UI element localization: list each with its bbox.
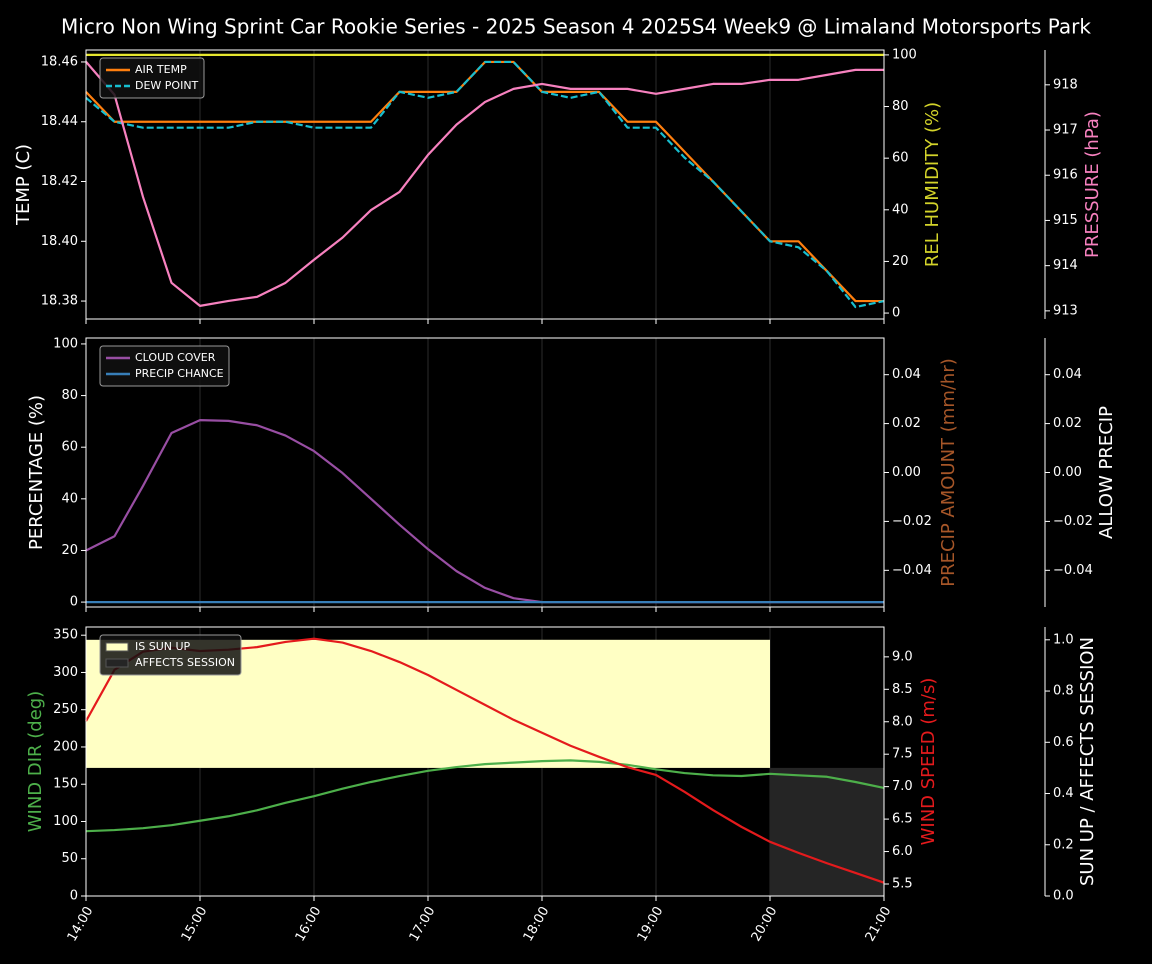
y2-tick-label: 8.0 — [892, 714, 913, 729]
plot-frame — [85, 337, 885, 608]
y3-tick-label: −0.04 — [1053, 563, 1093, 578]
y3-tick-label: 916 — [1053, 168, 1078, 183]
y3-tick-label: 915 — [1053, 213, 1078, 228]
y3-tick-label: 0.8 — [1053, 684, 1074, 699]
legend-box — [99, 634, 242, 676]
series-line — [85, 60, 885, 309]
y-tick-label: 50 — [61, 851, 78, 866]
y-tick-label: 18.38 — [41, 294, 78, 309]
series-line — [85, 61, 884, 307]
y2-tick-label: 100 — [892, 47, 917, 62]
y-tick-label: 100 — [53, 814, 78, 829]
y2-axis-label: REL HUMIDITY (%) — [922, 102, 943, 267]
y3-tick-label: 913 — [1053, 303, 1078, 318]
span-bar — [656, 639, 770, 768]
y3-tick-label: 917 — [1053, 123, 1078, 138]
y-tick-label: 18.46 — [41, 54, 78, 69]
y-tick-label: 100 — [53, 336, 78, 351]
y3-tick-label: 914 — [1053, 258, 1078, 273]
y2-tick-label: 5.5 — [892, 876, 913, 891]
y2-tick-label: 60 — [892, 151, 909, 166]
y-tick-label: 300 — [53, 665, 78, 680]
y-tick-label: 0 — [70, 595, 78, 610]
y-tick-label: 18.40 — [41, 234, 78, 249]
y2-tick-label: 0.04 — [892, 367, 921, 382]
span-bar — [770, 767, 884, 896]
legend-box — [99, 345, 230, 387]
span-bar — [314, 639, 428, 768]
y-axis-label: WIND DIR (deg) — [25, 691, 46, 833]
y2-tick-label: −0.02 — [892, 514, 932, 529]
legend-box — [99, 57, 205, 99]
y2-tick-label: 20 — [892, 254, 909, 269]
y2-tick-label: 7.0 — [892, 779, 913, 794]
y3-tick-label: 0.2 — [1053, 837, 1074, 852]
y2-tick-label: 7.5 — [892, 747, 913, 762]
legend-swatch — [105, 642, 129, 652]
y-tick-label: 200 — [53, 739, 78, 754]
y-tick-label: 18.42 — [41, 174, 78, 189]
y3-tick-label: 0.02 — [1053, 416, 1082, 431]
span-bar — [542, 639, 656, 768]
series-line — [85, 759, 885, 833]
y-tick-label: 80 — [61, 388, 78, 403]
y-tick-label: 20 — [61, 543, 78, 558]
y2-tick-label: 80 — [892, 99, 909, 114]
chart-title: Micro Non Wing Sprint Car Rookie Series … — [61, 15, 1091, 39]
y3-axis-label: SUN UP / AFFECTS SESSION — [1077, 637, 1098, 886]
y2-tick-label: 8.5 — [892, 682, 913, 697]
y2-tick-label: 6.0 — [892, 844, 913, 859]
y-tick-label: 150 — [53, 777, 78, 792]
y2-axis-label: WIND SPEED (m/s) — [918, 678, 939, 846]
plot-frame — [85, 626, 885, 897]
y-tick-label: 18.44 — [41, 114, 78, 129]
legend-label: PRECIP CHANCE — [135, 367, 224, 380]
y3-tick-label: 0.04 — [1053, 367, 1082, 382]
plot-frame — [85, 49, 885, 320]
y-tick-label: 40 — [61, 491, 78, 506]
y3-tick-label: 918 — [1053, 77, 1078, 92]
y3-axis-label: PRESSURE (hPa) — [1082, 111, 1103, 258]
legend-label: AFFECTS SESSION — [135, 656, 235, 669]
legend-label: DEW POINT — [135, 79, 199, 92]
y2-tick-label: 0.00 — [892, 465, 921, 480]
y3-tick-label: 0.0 — [1053, 889, 1074, 904]
y-tick-label: 60 — [61, 440, 78, 455]
y3-tick-label: 0.4 — [1053, 786, 1074, 801]
y-tick-label: 250 — [53, 702, 78, 717]
y2-tick-label: 6.5 — [892, 812, 913, 827]
y3-tick-label: 1.0 — [1053, 632, 1074, 647]
y3-axis-label: ALLOW PRECIP — [1096, 406, 1117, 539]
y2-axis-label: PRECIP AMOUNT (mm/hr) — [938, 358, 959, 587]
y-tick-label: 350 — [53, 628, 78, 643]
legend-label: CLOUD COVER — [135, 351, 216, 364]
legend-swatch — [105, 658, 129, 668]
y3-tick-label: 0.6 — [1053, 735, 1074, 750]
y2-tick-label: 0 — [892, 306, 900, 321]
y-axis-label: TEMP (C) — [13, 144, 34, 226]
legend-label: AIR TEMP — [135, 63, 187, 76]
legend-label: IS SUN UP — [135, 640, 191, 653]
y3-tick-label: 0.00 — [1053, 465, 1082, 480]
y-tick-label: 0 — [70, 889, 78, 904]
y2-tick-label: 9.0 — [892, 649, 913, 664]
y3-tick-label: −0.02 — [1053, 514, 1093, 529]
y2-tick-label: −0.04 — [892, 563, 932, 578]
y-axis-label: PERCENTAGE (%) — [26, 395, 47, 550]
y2-tick-label: 0.02 — [892, 416, 921, 431]
y2-tick-label: 40 — [892, 202, 909, 217]
